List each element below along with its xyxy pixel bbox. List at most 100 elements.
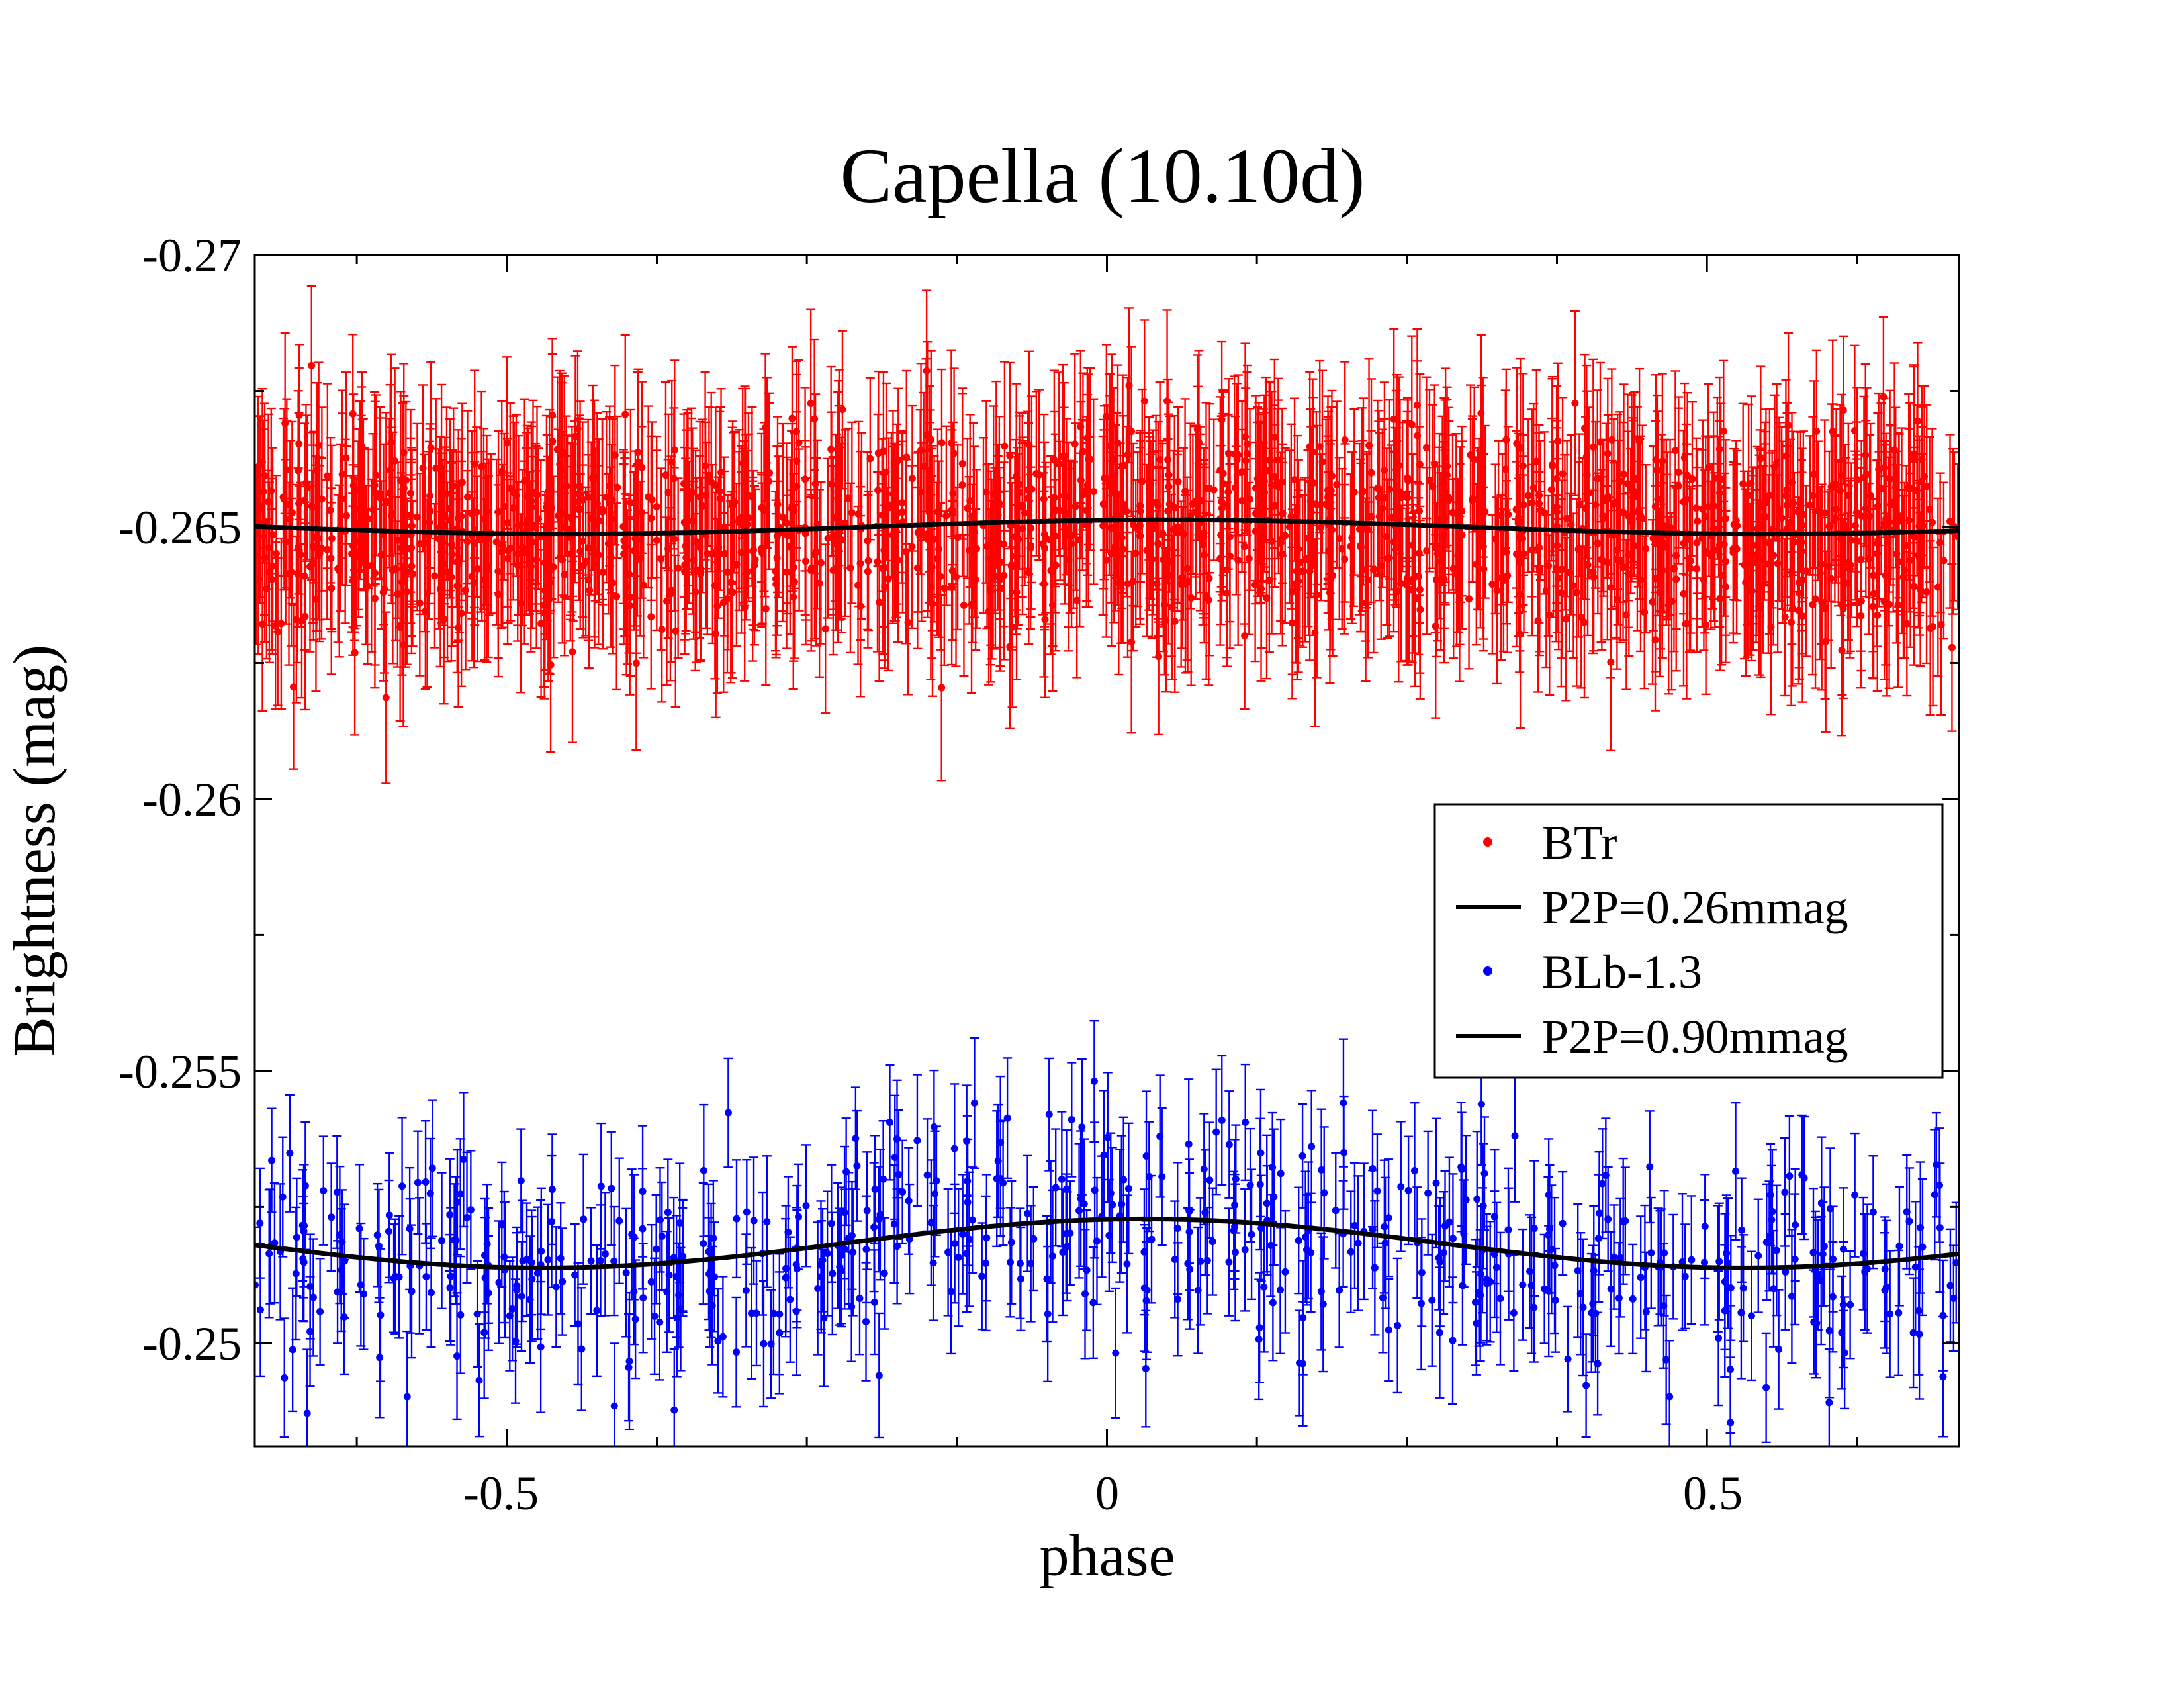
data-point <box>336 567 343 575</box>
data-point <box>793 428 801 436</box>
data-point <box>788 504 796 512</box>
data-point <box>1108 421 1116 429</box>
data-point <box>933 555 941 563</box>
data-point <box>1809 600 1817 608</box>
data-point <box>765 477 773 485</box>
data-point <box>653 503 660 511</box>
data-point <box>413 513 421 521</box>
data-point <box>308 502 316 510</box>
data-point <box>1415 507 1423 515</box>
data-point <box>1103 412 1111 420</box>
data-point <box>988 565 996 573</box>
data-point <box>1449 565 1457 573</box>
data-point <box>741 604 749 612</box>
data-point <box>812 548 820 556</box>
data-point <box>1128 638 1136 646</box>
data-point <box>801 475 809 483</box>
data-point <box>462 586 470 594</box>
data-point <box>1604 559 1612 567</box>
data-point <box>1886 518 1893 526</box>
data-point <box>403 588 411 596</box>
data-point <box>1433 549 1441 557</box>
data-point <box>595 517 603 525</box>
data-point <box>664 489 672 496</box>
data-point <box>887 501 895 509</box>
data-point <box>1390 415 1398 423</box>
data-point <box>790 593 797 601</box>
data-point <box>369 506 377 514</box>
data-point <box>1218 416 1226 424</box>
data-point <box>1693 539 1701 547</box>
data-point <box>1040 544 1048 552</box>
data-point <box>1571 399 1579 407</box>
data-point <box>426 507 434 515</box>
data-point <box>762 605 770 613</box>
data-point <box>1100 500 1108 508</box>
data-point <box>1948 643 1956 651</box>
data-point <box>672 627 680 635</box>
data-point <box>1528 546 1536 554</box>
data-point <box>504 547 512 555</box>
data-point <box>1473 560 1480 568</box>
data-point <box>537 620 545 628</box>
data-point <box>477 535 484 543</box>
data-point <box>443 490 451 498</box>
data-point <box>265 498 273 506</box>
data-point <box>784 532 792 539</box>
data-point <box>639 581 647 589</box>
data-point <box>1946 518 1954 526</box>
data-point <box>371 594 379 602</box>
data-point <box>1124 451 1132 459</box>
data-point <box>827 445 835 453</box>
data-point <box>1341 555 1349 563</box>
data-point <box>421 539 429 547</box>
data-point <box>894 456 902 464</box>
data-point <box>1824 562 1832 570</box>
data-point <box>991 537 999 545</box>
data-point <box>606 482 614 490</box>
data-point <box>289 683 297 691</box>
data-point <box>1077 476 1085 484</box>
data-point <box>1432 576 1440 584</box>
data-point <box>1394 587 1402 595</box>
data-point <box>1032 469 1040 477</box>
data-point <box>1659 567 1666 575</box>
data-point <box>948 567 956 575</box>
data-point <box>541 559 549 567</box>
data-point <box>1242 457 1250 465</box>
data-point <box>935 545 943 553</box>
data-point <box>707 478 715 486</box>
data-point <box>391 457 399 465</box>
data-point <box>773 532 781 540</box>
data-point <box>712 630 720 637</box>
data-point <box>1810 471 1818 479</box>
data-point <box>966 497 974 505</box>
data-point <box>324 472 332 480</box>
data-point <box>719 598 727 606</box>
data-point <box>1313 591 1321 599</box>
data-point <box>1905 483 1913 491</box>
data-point <box>1395 461 1403 469</box>
data-point <box>987 554 995 562</box>
data-point <box>388 512 396 520</box>
data-point <box>1929 518 1936 526</box>
data-point <box>1757 602 1765 610</box>
data-point <box>1159 530 1167 538</box>
data-point <box>633 555 641 563</box>
data-point <box>296 551 304 559</box>
data-point <box>349 482 357 490</box>
data-point <box>1471 455 1479 463</box>
data-point <box>817 559 825 567</box>
data-point <box>1333 481 1341 489</box>
data-point <box>480 575 488 583</box>
data-point <box>848 509 856 517</box>
data-point <box>1285 523 1293 531</box>
data-point <box>408 522 416 530</box>
data-point <box>342 454 350 462</box>
data-point <box>841 519 849 527</box>
data-point <box>1869 602 1877 610</box>
data-point <box>1488 581 1496 588</box>
data-point <box>1086 455 1094 463</box>
data-point <box>1465 595 1473 603</box>
